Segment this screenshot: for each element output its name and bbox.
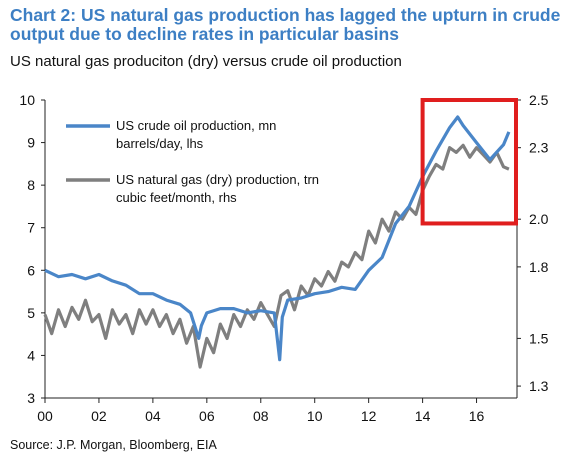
oil-production-line (44, 115, 511, 362)
y-left-tick-label: 9 (27, 135, 35, 151)
x-tick-label: 12 (361, 408, 377, 424)
highlight-box (420, 98, 519, 226)
x-tick-label: 16 (469, 408, 485, 424)
y-left-tick-label: 5 (27, 305, 35, 321)
x-tick-label: 00 (37, 408, 53, 424)
chart-subtitle: US natural gas produciton (dry) versus c… (10, 53, 402, 70)
x-tick-label: 06 (199, 408, 215, 424)
y-left-tick-label: 10 (19, 92, 35, 108)
chart-title: Chart 2: US natural gas production has l… (10, 5, 561, 44)
x-tick-label: 08 (253, 408, 269, 424)
y-right-tick-label: 1.8 (529, 259, 549, 275)
y-right-tick-label: 1.5 (529, 330, 549, 346)
source-note: Source: J.P. Morgan, Bloomberg, EIA (10, 438, 217, 452)
legend-gas-label: US natural gas (dry) production, trn cubi… (116, 172, 319, 205)
y-right-tick-label: 1.3 (529, 378, 549, 394)
x-tick-label: 02 (91, 408, 107, 424)
x-tick-label: 14 (415, 408, 431, 424)
y-left-tick-label: 6 (27, 262, 35, 278)
y-left-tick-label: 4 (27, 347, 35, 363)
y-left-tick-label: 3 (27, 390, 35, 406)
x-tick-label: 10 (307, 408, 323, 424)
y-right-tick-label: 2.5 (529, 92, 549, 108)
x-tick-label: 04 (145, 408, 161, 424)
y-left-tick-label: 8 (27, 177, 35, 193)
y-left-tick-label: 7 (27, 220, 35, 236)
y-right-tick-label: 2.3 (529, 140, 549, 156)
gas-production-line (43, 143, 510, 369)
y-right-tick-label: 2.0 (529, 211, 549, 227)
legend-oil-label: US crude oil production, mn barrels/day, … (116, 118, 276, 151)
